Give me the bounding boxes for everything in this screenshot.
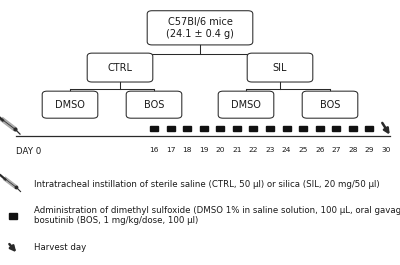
Text: 22: 22 — [249, 147, 258, 153]
FancyBboxPatch shape — [87, 53, 153, 82]
Text: CTRL: CTRL — [108, 63, 132, 73]
FancyBboxPatch shape — [42, 91, 98, 118]
Bar — [282, 126, 290, 131]
Bar — [366, 126, 374, 131]
Bar — [332, 126, 340, 131]
Text: DMSO: DMSO — [55, 100, 85, 110]
Bar — [266, 126, 274, 131]
Bar — [183, 126, 191, 131]
Text: 21: 21 — [232, 147, 242, 153]
Text: 27: 27 — [332, 147, 341, 153]
FancyBboxPatch shape — [126, 91, 182, 118]
Text: BOS: BOS — [144, 100, 164, 110]
Text: 18: 18 — [182, 147, 192, 153]
Text: 16: 16 — [149, 147, 159, 153]
Text: C57Bl/6 mice
(24.1 ± 0.4 g): C57Bl/6 mice (24.1 ± 0.4 g) — [166, 17, 234, 39]
Text: SIL: SIL — [273, 63, 287, 73]
Text: 23: 23 — [265, 147, 275, 153]
Text: Administration of dimethyl sulfoxide (DMSO 1% in saline solution, 100 μL, oral g: Administration of dimethyl sulfoxide (DM… — [34, 206, 400, 225]
FancyBboxPatch shape — [302, 91, 358, 118]
Text: DAY 0: DAY 0 — [16, 147, 41, 156]
Bar — [150, 126, 158, 131]
Text: 30: 30 — [381, 147, 391, 153]
Bar — [166, 126, 174, 131]
FancyBboxPatch shape — [218, 91, 274, 118]
Text: 29: 29 — [365, 147, 374, 153]
Bar — [233, 126, 241, 131]
Bar — [250, 126, 258, 131]
Bar — [299, 126, 307, 131]
Bar — [316, 126, 324, 131]
Text: 20: 20 — [216, 147, 225, 153]
Text: 19: 19 — [199, 147, 208, 153]
FancyBboxPatch shape — [247, 53, 313, 82]
Bar — [200, 126, 208, 131]
Text: 28: 28 — [348, 147, 358, 153]
FancyBboxPatch shape — [147, 11, 253, 45]
Text: DMSO: DMSO — [231, 100, 261, 110]
Text: Harvest day: Harvest day — [34, 243, 86, 252]
Bar — [216, 126, 224, 131]
Bar — [349, 126, 357, 131]
Text: 24: 24 — [282, 147, 291, 153]
Text: BOS: BOS — [320, 100, 340, 110]
Bar — [9, 213, 17, 219]
Text: 26: 26 — [315, 147, 324, 153]
Text: 17: 17 — [166, 147, 175, 153]
Text: Intratracheal instillation of sterile saline (CTRL, 50 μl) or silica (SIL, 20 mg: Intratracheal instillation of sterile sa… — [34, 180, 380, 189]
Text: 25: 25 — [298, 147, 308, 153]
